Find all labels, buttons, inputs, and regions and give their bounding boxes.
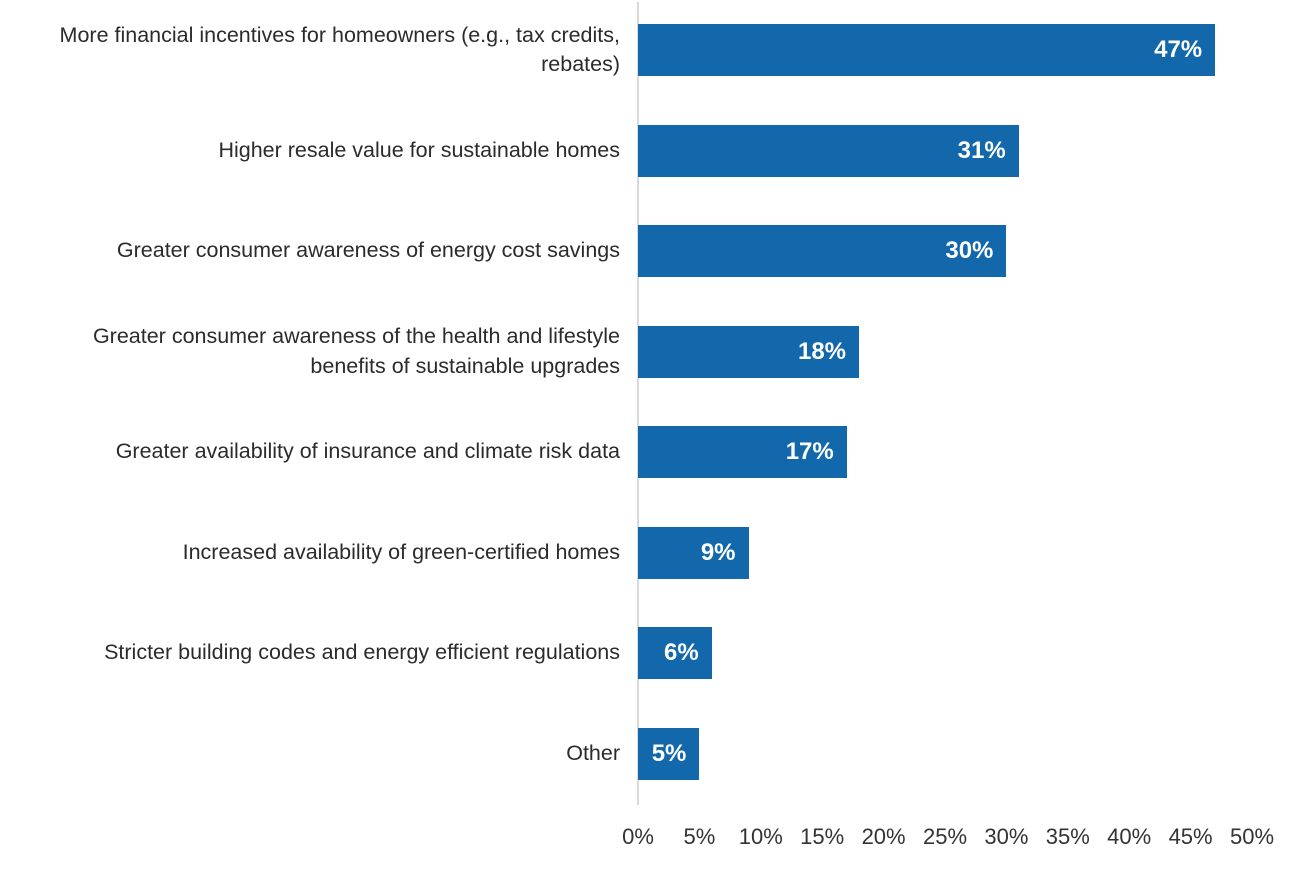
- bar: 30%: [638, 225, 1007, 278]
- category-label: Greater consumer awareness of energy cos…: [116, 238, 620, 263]
- bar-value-label: 17%: [785, 438, 834, 466]
- bar-row: Greater availability of insurance and cl…: [0, 402, 1300, 503]
- bar-track: 47%: [638, 24, 1252, 77]
- x-tick-label: 15%: [800, 824, 845, 849]
- bar: 9%: [638, 526, 749, 579]
- category-label: Stricter building codes and energy effic…: [104, 640, 620, 665]
- bar: 17%: [638, 426, 847, 479]
- bar-track: 18%: [638, 325, 1252, 378]
- category-label: More financial incentives for homeowners…: [59, 22, 620, 77]
- x-tick-label: 50%: [1229, 824, 1275, 849]
- bar-row: Increased availability of green-certifie…: [0, 503, 1300, 604]
- x-tick-label: 10%: [738, 824, 783, 849]
- x-tick-label: 25%: [922, 824, 968, 849]
- x-axis: 0% 5% 10% 15% 20% 25% 30% 35% 40% 45% 50…: [622, 824, 1274, 854]
- bar-rows: More financial incentives for homeowners…: [0, 0, 1300, 805]
- bar-value-label: 47%: [1154, 36, 1203, 64]
- bar-track: 9%: [638, 526, 1252, 579]
- bar-value-label: 31%: [957, 136, 1006, 164]
- bar-track: 6%: [638, 627, 1252, 680]
- x-tick-label: 40%: [1107, 824, 1152, 849]
- y-axis-line: [637, 2, 639, 805]
- category-label: Higher resale value for sustainable home…: [218, 137, 620, 162]
- bar-value-label: 5%: [651, 739, 687, 767]
- bar-track: 31%: [638, 124, 1252, 177]
- bar: 47%: [638, 24, 1216, 77]
- x-tick-label: 30%: [984, 824, 1029, 849]
- bar-value-label: 30%: [945, 237, 994, 265]
- category-label: Increased availability of green-certifie…: [182, 539, 620, 564]
- bar-value-label: 18%: [797, 337, 847, 365]
- bar: 18%: [638, 325, 860, 378]
- bar-value-label: 9%: [700, 538, 736, 566]
- bar: 6%: [638, 627, 712, 680]
- bar-row: Greater consumer awareness of the health…: [0, 302, 1300, 403]
- bar-row: More financial incentives for homeowners…: [0, 0, 1300, 101]
- x-tick-label: 20%: [861, 824, 906, 849]
- bar-row: Other 5%: [0, 704, 1300, 805]
- x-tick-label: 5%: [683, 824, 716, 849]
- bar-value-label: 6%: [663, 639, 699, 667]
- bar-row: Stricter building codes and energy effic…: [0, 603, 1300, 704]
- bar: 5%: [638, 727, 700, 780]
- x-tick-label: 35%: [1045, 824, 1090, 849]
- bar-track: 17%: [638, 426, 1252, 479]
- category-label: Greater consumer awareness of the health…: [92, 324, 620, 378]
- category-label: Greater availability of insurance and cl…: [115, 439, 620, 464]
- bar-track: 30%: [638, 225, 1252, 278]
- bar-track: 5%: [638, 727, 1252, 780]
- bar: 31%: [638, 124, 1019, 177]
- bar-row: Greater consumer awareness of energy cos…: [0, 201, 1300, 302]
- bar-row: Higher resale value for sustainable home…: [0, 101, 1300, 202]
- category-label: Other: [566, 740, 620, 765]
- x-tick-label: 45%: [1168, 824, 1213, 849]
- x-tick-label: 0%: [622, 824, 654, 849]
